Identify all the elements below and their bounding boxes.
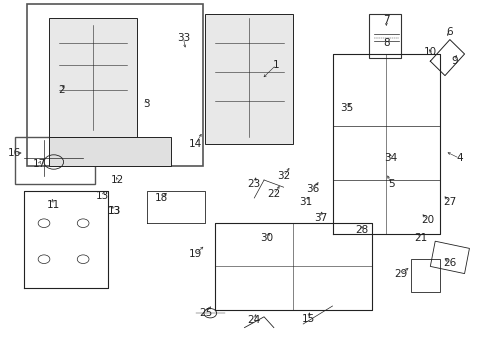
Text: 1: 1 xyxy=(272,60,279,70)
Text: 13: 13 xyxy=(108,206,122,216)
Text: 16: 16 xyxy=(8,148,21,158)
Text: 20: 20 xyxy=(421,215,433,225)
Text: 27: 27 xyxy=(442,197,456,207)
Text: 14: 14 xyxy=(188,139,202,149)
Polygon shape xyxy=(49,18,137,137)
Text: 37: 37 xyxy=(313,213,326,223)
Text: 31: 31 xyxy=(298,197,312,207)
Text: 24: 24 xyxy=(247,315,261,325)
Text: 12: 12 xyxy=(110,175,124,185)
Text: 25: 25 xyxy=(198,308,212,318)
Text: 19: 19 xyxy=(188,249,202,259)
Text: 33: 33 xyxy=(176,33,190,43)
Text: 4: 4 xyxy=(455,153,462,163)
Text: 30: 30 xyxy=(260,233,272,243)
Text: 26: 26 xyxy=(442,258,456,268)
Text: 35: 35 xyxy=(340,103,353,113)
Polygon shape xyxy=(49,137,171,166)
Text: 13: 13 xyxy=(96,191,109,201)
Text: 23: 23 xyxy=(247,179,261,189)
Text: 15: 15 xyxy=(301,314,314,324)
Polygon shape xyxy=(205,14,293,144)
Text: 8: 8 xyxy=(382,38,389,48)
Text: 7: 7 xyxy=(382,15,389,25)
Text: 29: 29 xyxy=(393,269,407,279)
Text: 22: 22 xyxy=(266,189,280,199)
Text: 2: 2 xyxy=(58,85,64,95)
Text: 11: 11 xyxy=(47,200,61,210)
Text: 21: 21 xyxy=(413,233,427,243)
Text: 32: 32 xyxy=(276,171,290,181)
Text: 36: 36 xyxy=(305,184,319,194)
Text: 10: 10 xyxy=(423,47,436,57)
Text: 17: 17 xyxy=(32,159,46,169)
Text: 5: 5 xyxy=(387,179,394,189)
Text: 18: 18 xyxy=(154,193,168,203)
Text: 9: 9 xyxy=(450,56,457,66)
Text: 34: 34 xyxy=(384,153,397,163)
Text: 6: 6 xyxy=(446,27,452,37)
Text: 28: 28 xyxy=(354,225,368,235)
Text: 3: 3 xyxy=(143,99,150,109)
Text: 13: 13 xyxy=(108,206,122,216)
